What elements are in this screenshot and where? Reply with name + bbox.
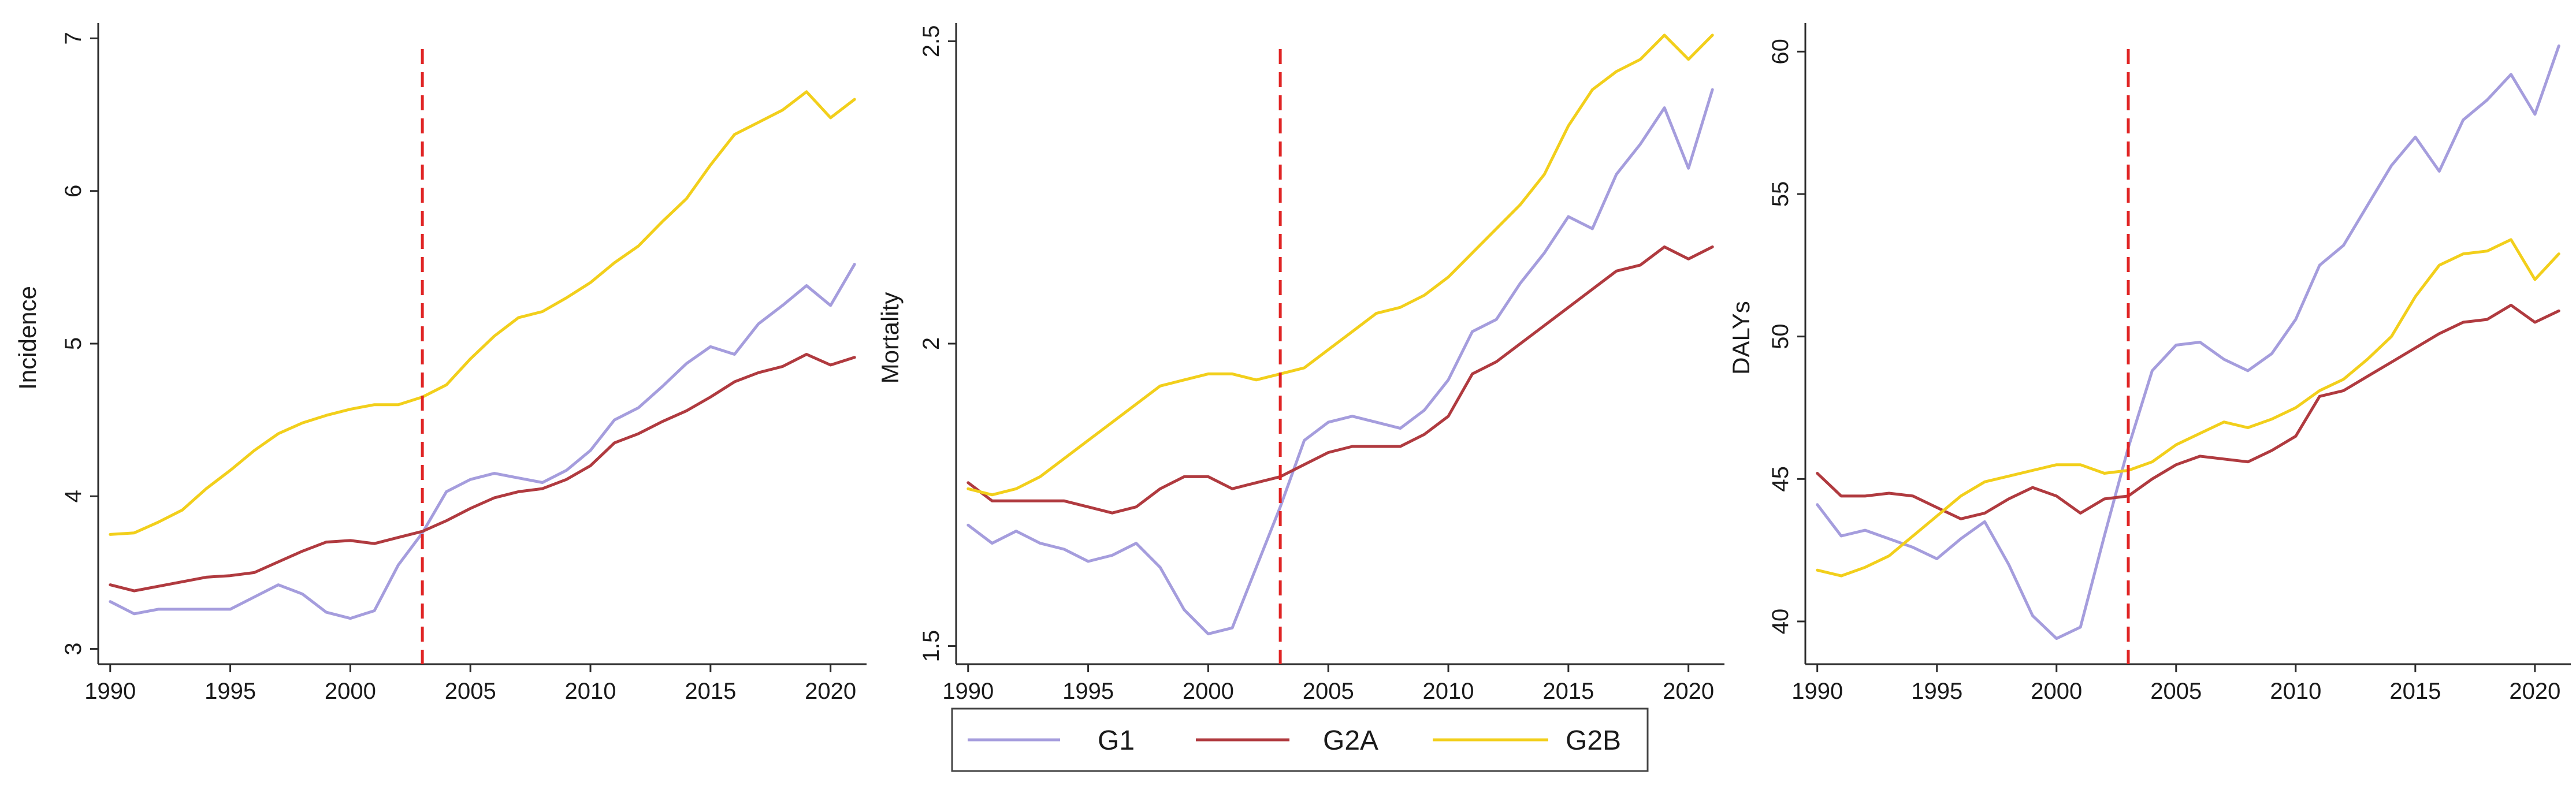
dalys-series-g1 [1816, 44, 2560, 640]
incidence-panel: 3 4 5 6 7 1990 1995 2000 2005 2010 2015 2020 Inciden… [14, 23, 867, 704]
dalys-y-tick-label: 50 [1768, 323, 1793, 349]
dalys-x-tick-label: 2005 [2150, 679, 2202, 704]
incidence-x-tick-label: 2020 [805, 679, 856, 704]
dalys-panel: 40 45 50 55 60 1990 1995 2000 2005 2010 2015 2020 DA… [1727, 23, 2571, 704]
dalys-y-tick-label: 55 [1768, 181, 1793, 207]
mortality-y-tick-label: 1.5 [919, 630, 944, 662]
incidence-y-tick-label: 3 [61, 642, 86, 655]
mortality-panel: 1.5 2 2.5 1990 1995 2000 2005 2010 2015 2020 Morta… [876, 23, 1724, 704]
dalys-x-tick-label: 2015 [2389, 679, 2441, 704]
dalys-series-g2b [1816, 238, 2560, 578]
mortality-y-tick-label: 2 [919, 337, 944, 350]
incidence-y-tick-label: 5 [61, 337, 86, 350]
incidence-x-tick-label: 2005 [445, 679, 496, 704]
legend: G1 G2A G2B [951, 707, 1649, 772]
dalys-x-tick-label: 1990 [1791, 679, 1843, 704]
mortality-x-tick-label: 2020 [1663, 679, 1714, 704]
incidence-y-tick-label: 4 [61, 490, 86, 502]
dalys-x-tick-label: 2010 [2270, 679, 2321, 704]
mortality-series-g2b [967, 33, 1714, 497]
dalys-x-tick-label: 1995 [1911, 679, 1962, 704]
incidence-x-tick-label: 2010 [565, 679, 616, 704]
incidence-x-tick-label: 1990 [84, 679, 136, 704]
incidence-series-g2b [109, 90, 856, 536]
legend-label-g1: G1 [1098, 725, 1135, 756]
dalys-y-axis-title: DALYs [1727, 301, 1754, 375]
incidence-x-tick-label: 1995 [205, 679, 256, 704]
incidence-y-tick-label: 7 [61, 32, 86, 44]
incidence-x-tick-label: 2015 [685, 679, 736, 704]
dalys-x-tick-label: 2020 [2509, 679, 2560, 704]
mortality-x-tick-label: 2000 [1183, 679, 1234, 704]
dalys-y-tick-label: 60 [1768, 39, 1793, 65]
legend-label-g2b: G2B [1566, 725, 1621, 756]
mortality-x-tick-label: 2005 [1303, 679, 1354, 704]
mortality-x-tick-label: 2010 [1423, 679, 1474, 704]
dalys-y-tick-label: 45 [1768, 466, 1793, 492]
mortality-series-g1 [967, 88, 1714, 636]
incidence-y-tick-label: 6 [61, 185, 86, 198]
dalys-series-g2a [1816, 303, 2560, 520]
legend-label-g2a: G2A [1323, 725, 1378, 756]
incidence-series-g2a [109, 353, 856, 593]
mortality-y-axis-title: Mortality [876, 292, 904, 384]
mortality-x-tick-label: 2015 [1542, 679, 1594, 704]
dalys-x-tick-label: 2000 [2031, 679, 2082, 704]
incidence-y-axis-title: Incidence [14, 286, 41, 390]
mortality-y-tick-label: 2.5 [919, 25, 944, 58]
mortality-x-tick-label: 1990 [942, 679, 994, 704]
mortality-series-g2a [967, 245, 1714, 515]
incidence-series-g1 [109, 263, 856, 620]
dalys-y-tick-label: 40 [1768, 609, 1793, 635]
mortality-x-tick-label: 1995 [1062, 679, 1114, 704]
incidence-x-tick-label: 2000 [325, 679, 376, 704]
